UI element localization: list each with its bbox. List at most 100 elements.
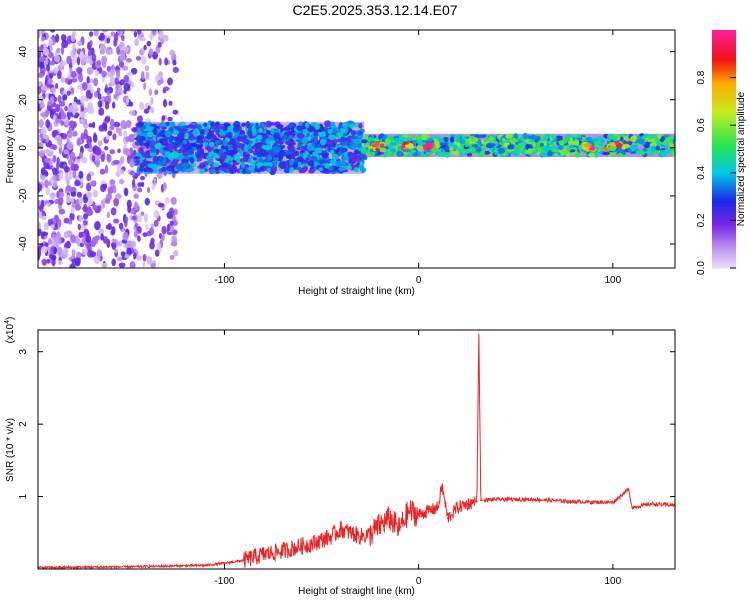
colorbar-segment [712,206,736,210]
heatmap-blob [240,158,246,163]
heatmap-blob [68,120,75,127]
heatmap-blob [46,258,51,264]
colorbar-segment [712,242,736,245]
heatmap-blob [156,155,164,162]
heatmap-blob [118,131,122,137]
snr-xtick-label: 100 [605,576,622,587]
colorbar-segment [712,202,736,206]
heatmap-blob [100,184,107,193]
colorbar-segment [712,260,736,263]
heatmap-blob [98,228,105,235]
heatmap-blob [359,165,365,171]
heatmap-blob [57,191,65,198]
snr-data-point [437,506,439,509]
heatmap-blob [90,106,95,115]
heatmap-blob [314,147,323,154]
chart-title: C2E5.2025.353.12.14.E07 [292,2,458,18]
colorbar-segment [712,77,736,81]
heatmap-blob [129,110,136,116]
snr-data-point [612,501,614,504]
heatmap-blob [113,159,120,165]
heatmap-blob [115,127,123,132]
heatmap-blob [340,136,346,143]
heatmap-blob [307,160,314,166]
heatmap-blob [147,168,154,173]
colorbar-segment [712,212,736,216]
heatmap-blob [135,135,142,141]
snr-data-point [281,550,284,552]
colorbar-segment [712,105,736,108]
heatmap-blob [557,145,564,151]
heatmap-blob [607,133,615,140]
heatmap-blob [62,94,68,101]
heatmap-blob [146,256,153,265]
heatmap-blob [161,234,165,241]
heatmap-blob [119,42,125,50]
heatmap-blob [196,139,204,144]
heatmap-blob [47,218,53,225]
snr-data-point [408,510,410,512]
heatmap-blob [139,165,144,173]
heatmap-blob [145,71,150,80]
heatmap-blob [355,155,362,163]
heatmap-blob [147,126,155,132]
heatmap-blob [119,79,125,86]
colorbar-segment [712,190,736,194]
heatmap-blob [576,133,582,138]
colorbar-segment [712,152,736,156]
heatmap-blob [539,142,545,147]
colorbar-segment [712,204,736,208]
heatmap-blob [286,140,293,145]
colorbar-tick-label: 0.8 [696,70,707,84]
colorbar-tick-label: 0.2 [696,213,707,227]
colorbar-segment [712,244,736,247]
heatmap-blob [537,146,542,153]
heatmap-blob [120,52,126,62]
colorbar-segment [712,246,736,249]
colorbar-segment [712,186,736,190]
heatmap-blob [162,139,169,147]
heatmap-blob [536,135,541,141]
heatmap-blob [150,107,155,114]
heatmap-blob [91,53,97,63]
colorbar-segment [712,49,736,53]
heatmap-blob [51,130,58,138]
heatmap-blob [44,242,49,247]
heatmap-blob [71,254,75,260]
colorbar-segment [712,37,736,41]
heatmap-blob [473,137,479,142]
snr-data-point [330,535,333,538]
snr-data-point [243,559,245,562]
heatmap-blob [188,135,196,141]
colorbar-segment [712,200,736,204]
snr-data-point [441,484,443,487]
heatmap-blob [600,138,605,144]
heatmap-blob [109,179,116,184]
heatmap-blob [459,151,464,157]
heatmap-blob [547,151,554,157]
colorbar-segment [712,125,736,128]
heatmap-blob [97,140,103,147]
heatmap-blob [233,154,240,161]
heatmap-blob [449,136,455,143]
heatmap-blob [40,112,47,117]
heatmap-blob [39,150,45,158]
colorbar-segment [712,166,736,170]
heatmap-blob [43,222,49,231]
heatmap-blob [318,167,323,171]
heatmap-blob [257,141,263,148]
heatmap-blob [242,139,251,144]
colorbar-segment [712,65,736,69]
snr-data-point [349,532,352,534]
heatmap-blob [157,161,166,166]
heatmap-blob [187,124,196,129]
snr-data-point [301,545,303,547]
colorbar-segment [712,71,736,75]
heatmap-blob [76,191,83,198]
heatmap-blob [41,246,48,254]
snr-data-point [388,517,391,520]
heatmap-blob [52,114,57,122]
colorbar-segment [712,226,736,229]
heatmap-blob [335,160,344,167]
snr-data-point [447,517,449,520]
